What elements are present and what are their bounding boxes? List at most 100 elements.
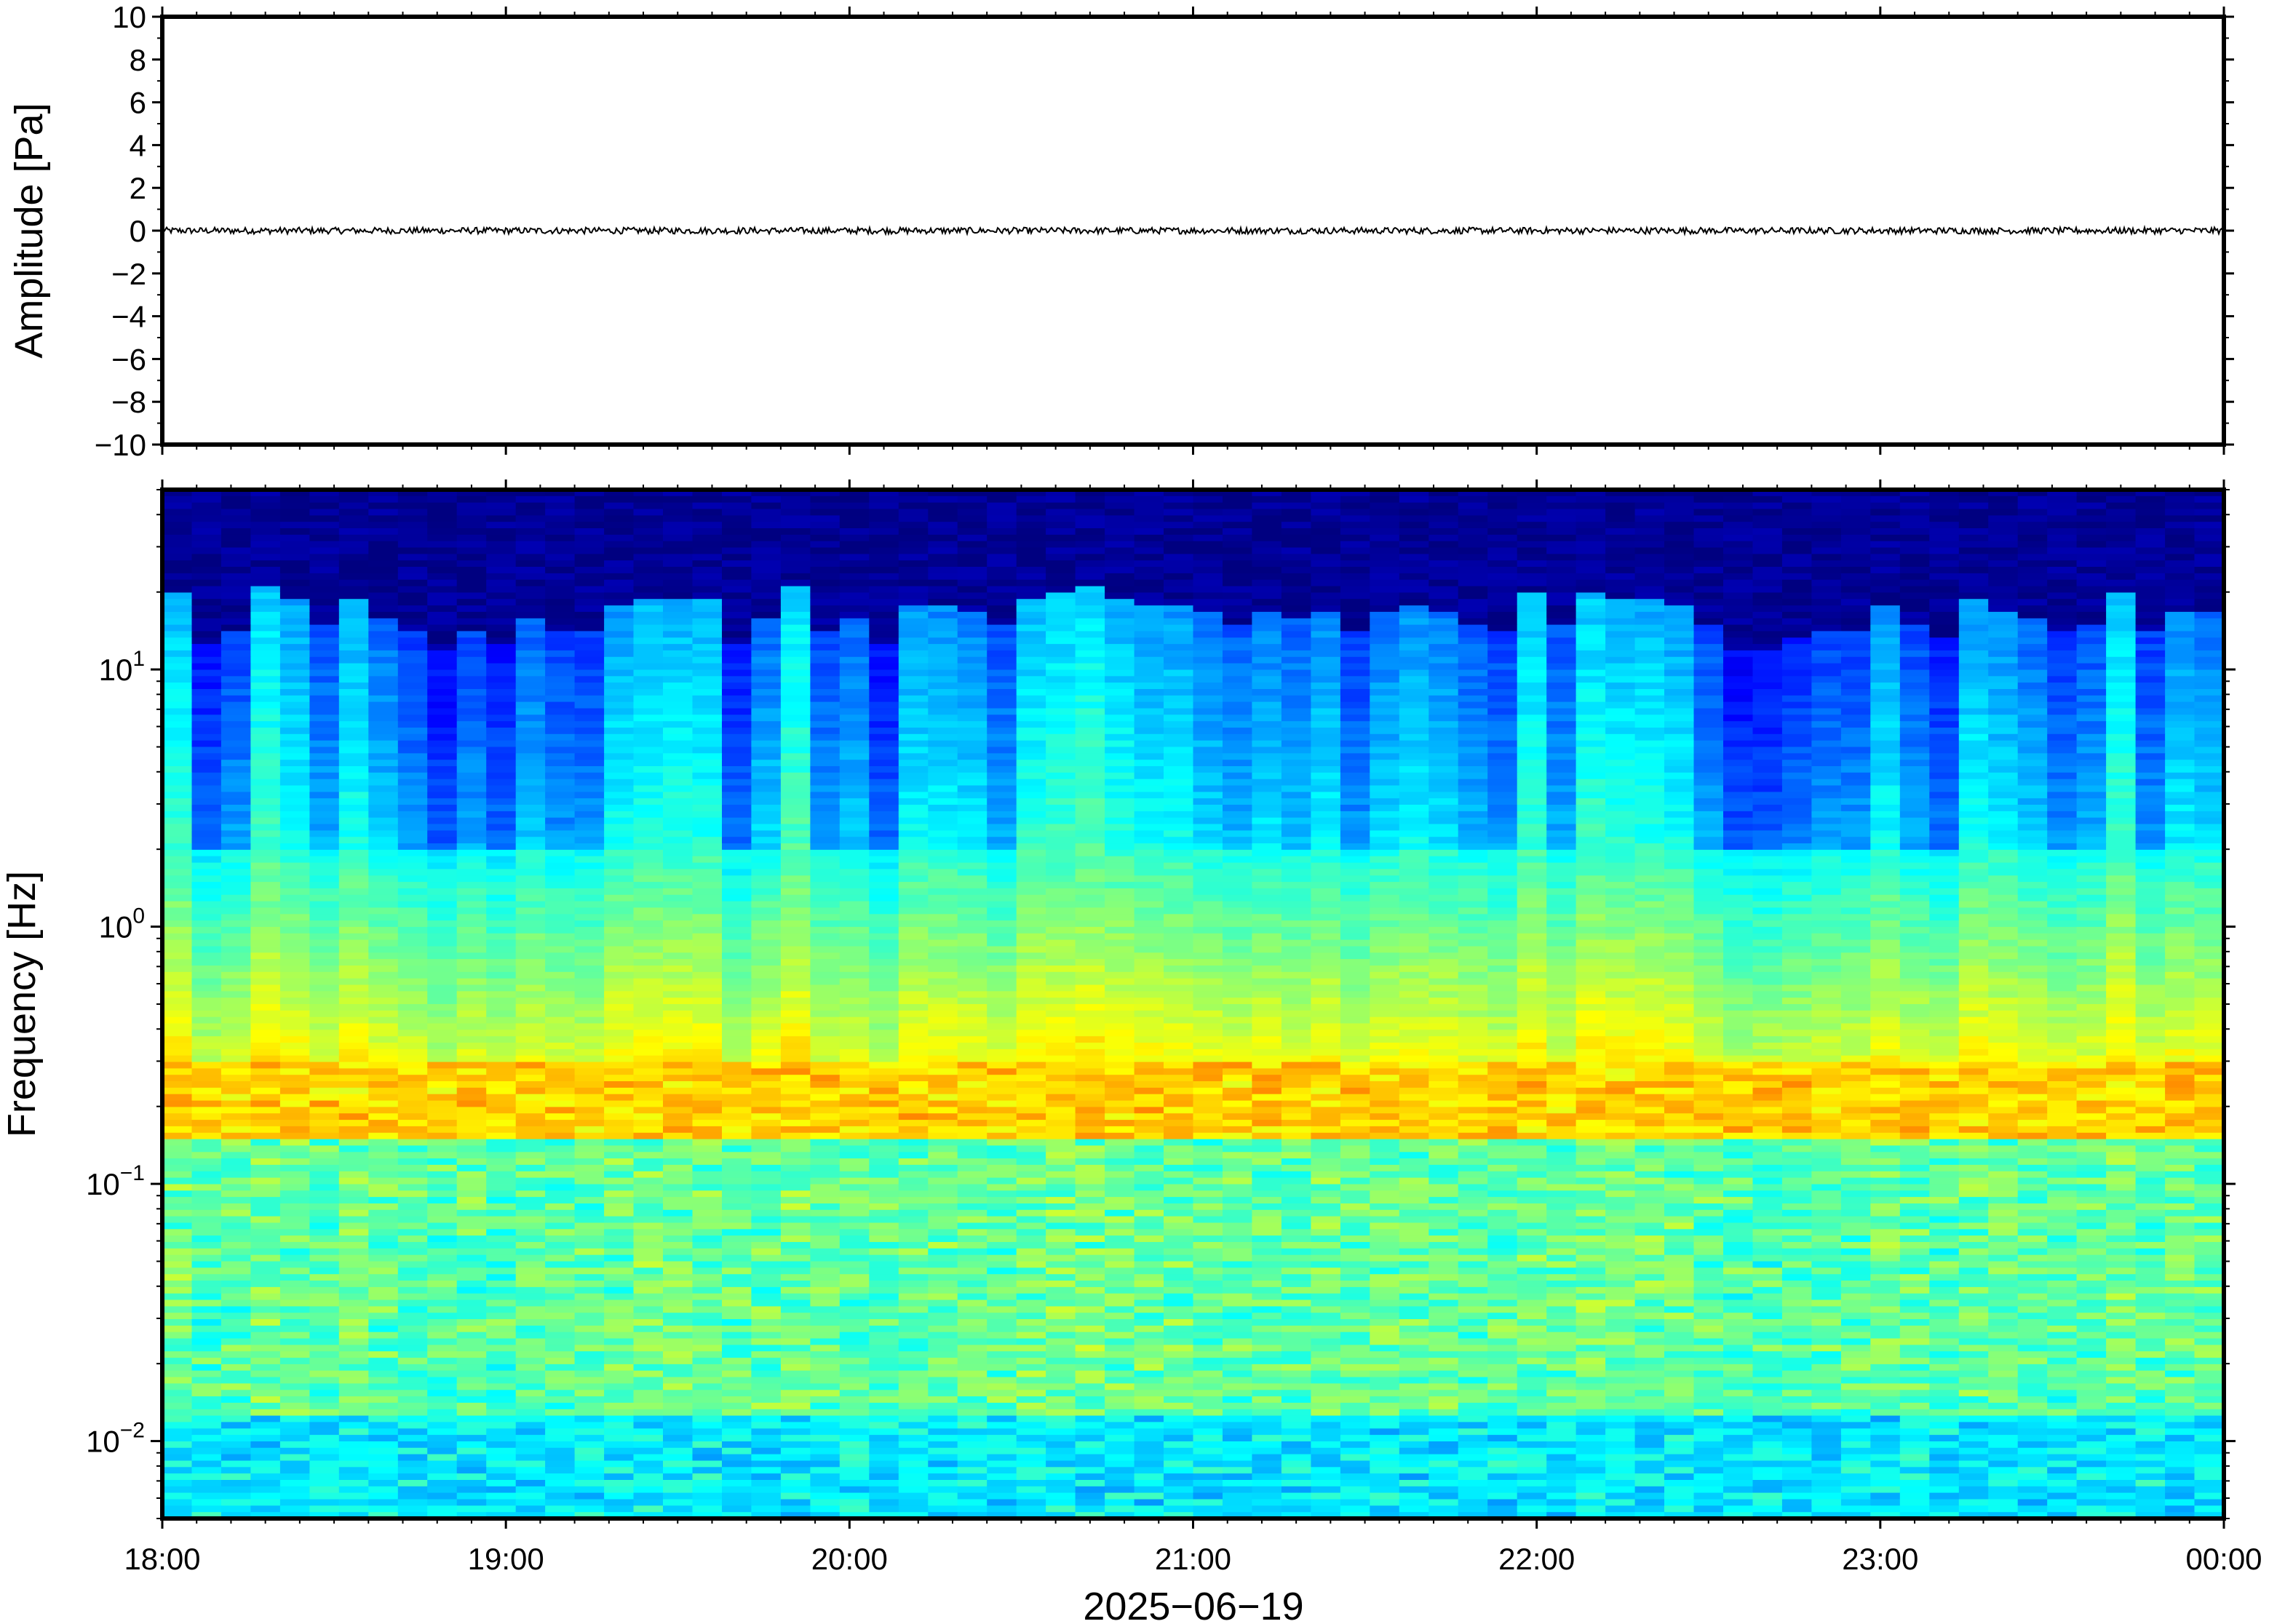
spectrogram-cell (869, 644, 899, 651)
spectrogram-cell (1811, 701, 1842, 709)
spectrogram-cell (1016, 650, 1046, 658)
spectrogram-cell (869, 862, 899, 869)
spectrogram-cell (2135, 728, 2166, 735)
spectrogram-cell (1634, 805, 1665, 812)
spectrogram-cell (1781, 856, 1812, 864)
spectrogram-cell (191, 599, 222, 606)
spectrogram-cell (1428, 528, 1459, 536)
spectrogram-cell (250, 599, 281, 606)
spectrogram-cell (839, 805, 870, 812)
spectrogram-cell (1134, 567, 1164, 574)
spectrogram-cell (722, 894, 752, 902)
waveform-y-tick-label: 10 (112, 0, 146, 34)
spectrogram-cell (1016, 624, 1046, 632)
spectrogram-cell (1870, 837, 1901, 844)
spectrogram-cell (1517, 509, 1547, 516)
spectrogram-cell (397, 849, 428, 857)
spectrogram-cell (1281, 837, 1311, 844)
spectrogram-cell (692, 669, 723, 677)
spectrogram-cell (1664, 515, 1695, 522)
spectrogram-cell (2135, 753, 2166, 760)
spectrogram-cell (2194, 656, 2224, 664)
spectrogram-cell (2076, 689, 2107, 696)
spectrogram-cell (751, 772, 782, 780)
spectrogram-cell (2106, 715, 2137, 722)
spectrogram-cell (1929, 805, 1960, 812)
spectrogram-cell (869, 740, 899, 748)
spectrogram-cell (1487, 805, 1518, 812)
spectrogram-cell (1575, 605, 1606, 613)
spectrogram-cell (692, 682, 723, 690)
spectrogram-cell (1870, 760, 1901, 767)
spectrogram-cell (1958, 740, 1989, 748)
spectrogram-cell (1399, 715, 1429, 722)
spectrogram-cell (191, 869, 222, 876)
spectrogram-cell (1487, 656, 1518, 664)
spectrogram-cell (1046, 650, 1076, 658)
spectrogram-heatmap (162, 490, 2224, 1518)
spectrogram-cell (427, 779, 458, 787)
spectrogram-cell (839, 618, 870, 626)
spectrogram-cell (368, 534, 399, 542)
spectrogram-cell (1664, 785, 1695, 792)
spectrogram-cell (1664, 605, 1695, 613)
spectrogram-cell (1929, 676, 1960, 683)
spectrogram-cell (1781, 592, 1812, 600)
spectrogram-cell (1105, 862, 1135, 869)
spectrogram-cell (604, 721, 635, 728)
spectrogram-cell (1487, 509, 1518, 516)
spectrogram-cell (1046, 611, 1076, 619)
spectrogram-cell (1752, 586, 1783, 593)
spectrogram-cell (1016, 522, 1046, 529)
spectrogram-cell (839, 554, 870, 561)
spectrogram-cell (898, 605, 929, 613)
spectrogram-cell (1517, 779, 1547, 787)
spectrogram-cell (1281, 901, 1311, 908)
spectrogram-cell (2165, 830, 2196, 837)
spectrogram-cell (1487, 882, 1518, 889)
spectrogram-cell (486, 528, 517, 536)
spectrogram-cell (2135, 856, 2166, 864)
spectrogram-cell (545, 882, 576, 889)
spectrogram-cell (1223, 875, 1253, 883)
spectrogram-cell (1311, 599, 1341, 606)
spectrogram-cell (1634, 779, 1665, 787)
spectrogram-cell (1399, 644, 1429, 651)
spectrogram-cell (1281, 843, 1311, 851)
spectrogram-cell (2017, 772, 2048, 780)
spectrogram-cell (869, 772, 899, 780)
spectrogram-cell (2017, 901, 2048, 908)
spectrogram-cell (427, 663, 458, 670)
spectrogram-cell (1517, 560, 1547, 568)
spectrogram-cell (1575, 528, 1606, 536)
spectrogram-cell (545, 522, 576, 529)
spectrogram-cell (722, 611, 752, 619)
spectrogram-cell (1075, 567, 1105, 574)
spectrogram-cell (486, 631, 517, 638)
spectrogram-cell (869, 676, 899, 683)
spectrogram-cell (1958, 862, 1989, 869)
spectrogram-cell (1340, 907, 1370, 915)
spectrogram-cell (1223, 805, 1253, 812)
spectrogram-cell (957, 830, 988, 837)
spectrogram-cell (1517, 528, 1547, 536)
spectrogram-cell (1281, 599, 1311, 606)
spectrogram-cell (2106, 618, 2137, 626)
spectrogram-cell (545, 676, 576, 683)
spectrogram-cell (1811, 894, 1842, 902)
spectrogram-cell (1840, 522, 1871, 529)
spectrogram-cell (515, 715, 546, 722)
spectrogram-cell (220, 631, 251, 638)
spectrogram-cell (1664, 534, 1695, 542)
spectrogram-cell (1458, 567, 1488, 574)
spectrogram-cell (692, 869, 723, 876)
spectrogram-cell (1899, 579, 1930, 587)
spectrogram-cell (928, 805, 958, 812)
spectrogram-cell (1399, 495, 1429, 503)
spectrogram-cell (486, 728, 517, 735)
spectrogram-cell (1575, 669, 1606, 677)
spectrogram-cell (250, 747, 281, 754)
spectrogram-cell (309, 747, 340, 754)
spectrogram-cell (1105, 592, 1135, 600)
spectrogram-cell (486, 611, 517, 619)
